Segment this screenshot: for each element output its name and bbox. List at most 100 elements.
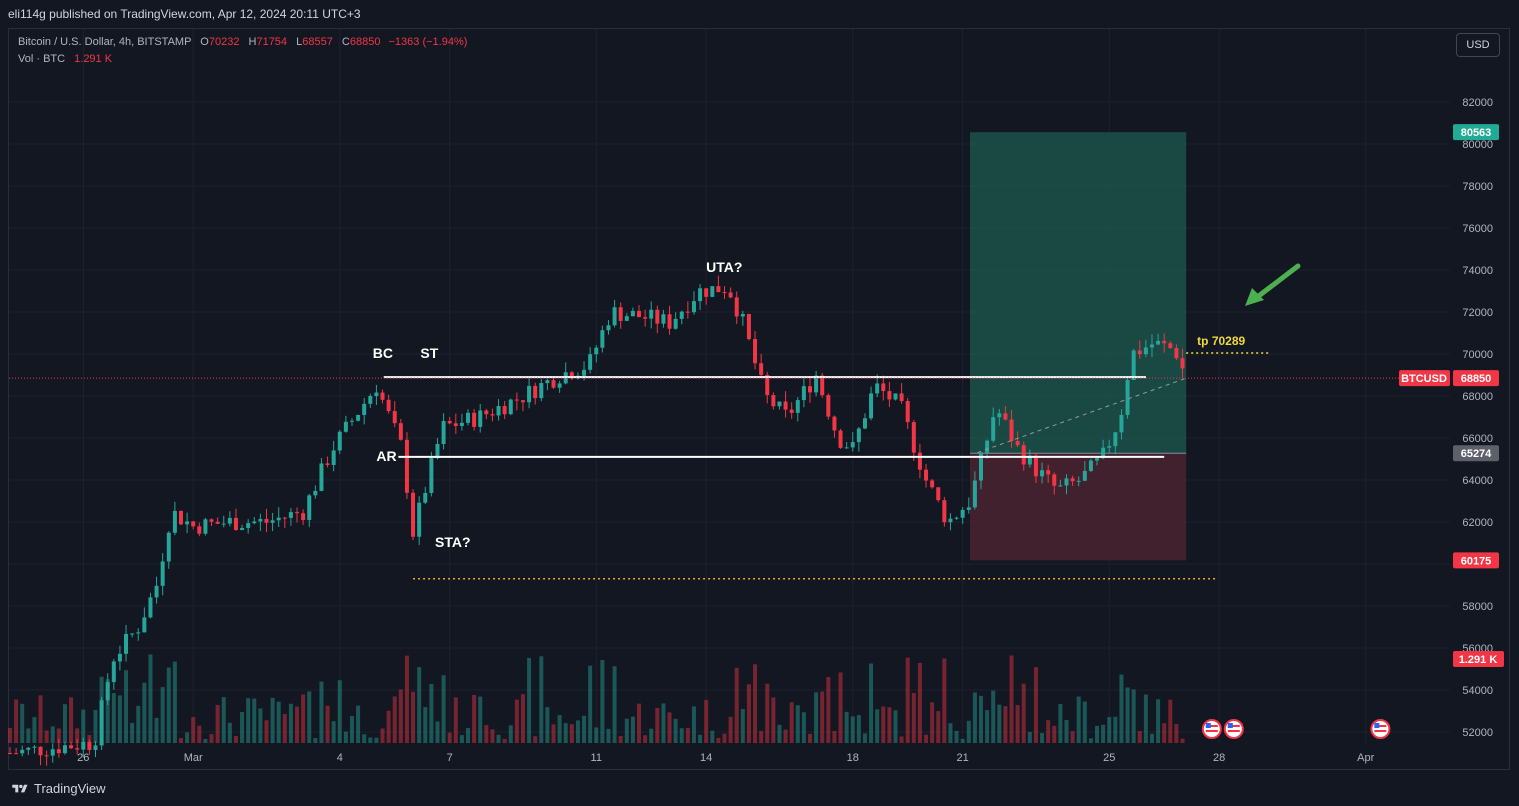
volume-bar: [215, 704, 220, 743]
tradingview-brand[interactable]: TradingView: [12, 781, 106, 796]
volume-bar: [685, 727, 690, 743]
flag-canton: [1205, 723, 1211, 728]
candle-body: [1070, 478, 1075, 482]
candle-body: [856, 428, 861, 443]
candle-body: [227, 517, 232, 524]
price-label-text: 80563: [1461, 127, 1492, 139]
volume-bar: [1101, 724, 1106, 743]
volume-bar: [911, 692, 916, 743]
volume-bar: [356, 705, 361, 743]
price-label-box: [1453, 552, 1499, 569]
candle-body: [1119, 414, 1124, 433]
candle-body: [606, 325, 611, 331]
candle-body: [178, 510, 183, 525]
level-lines: tp 70289: [9, 334, 1450, 580]
candle-body: [429, 458, 434, 493]
chart-frame[interactable]: [8, 28, 1510, 770]
candle-body: [1162, 340, 1167, 344]
candle-body: [1095, 458, 1100, 461]
candle-body: [1015, 441, 1020, 446]
volume-bar: [618, 735, 623, 743]
publish-header: eli114g published on TradingView.com, Ap…: [0, 0, 1519, 28]
volume-bar: [44, 730, 49, 743]
candle-body: [1003, 413, 1008, 420]
candle-body: [459, 422, 464, 426]
volume-bar: [881, 706, 886, 743]
currency-button[interactable]: USD: [1456, 33, 1500, 57]
volume-bar: [704, 699, 709, 743]
volume-bar: [392, 696, 397, 743]
candle-body: [777, 401, 782, 407]
volume-bar: [563, 723, 568, 743]
high-label: H: [248, 36, 257, 48]
candle-body: [930, 480, 935, 488]
volume-bar: [746, 684, 751, 743]
candle-body: [130, 633, 135, 635]
candle-body: [637, 310, 642, 318]
candle-body: [527, 385, 532, 403]
volume-bar: [466, 728, 471, 743]
candle-body: [618, 307, 623, 321]
candle-body: [1076, 480, 1081, 482]
volume-bar: [197, 725, 202, 743]
volume-bar: [594, 727, 599, 743]
candle-body: [386, 399, 391, 412]
x-tick-label: Apr: [1357, 752, 1374, 764]
price-label-box: [1453, 370, 1499, 387]
volume-bar: [716, 737, 721, 743]
price-label-box: [1453, 124, 1499, 141]
candle-body: [514, 399, 519, 401]
candle-body: [978, 452, 983, 481]
candle-body: [93, 745, 98, 750]
candle-body: [1021, 445, 1026, 465]
volume-bar: [105, 679, 110, 743]
volume-bar: [661, 703, 666, 743]
candle-body: [62, 745, 67, 754]
flag-stripe: [1227, 725, 1240, 727]
open-label: O: [200, 36, 209, 48]
candle-body: [612, 307, 617, 326]
volume-bar: [368, 737, 373, 743]
volume-bar: [832, 731, 837, 743]
x-tick-label: 11: [591, 752, 602, 764]
event-icons: [1201, 719, 1391, 739]
price-labels: 80563 68850 BTCUSD 65274 60175 1.291 K: [1399, 124, 1504, 667]
candle-body: [233, 517, 238, 530]
arrow-head-icon: [1245, 288, 1264, 306]
volume-bar: [966, 720, 971, 743]
x-tick-label: 14: [700, 752, 712, 764]
candle-body: [722, 292, 727, 294]
volume-bar: [56, 728, 61, 743]
candle-body: [380, 392, 385, 400]
x-tick-label: 26: [77, 752, 89, 764]
candle-body: [557, 383, 562, 388]
volume-bar: [203, 738, 208, 743]
arrow-icon: [1253, 263, 1301, 301]
volume-bar: [288, 703, 293, 743]
candle-body: [368, 396, 373, 404]
volume-bar: [1040, 732, 1045, 743]
volume-bar: [301, 694, 306, 743]
volume-bar: [459, 735, 464, 743]
volume-bar: [1168, 699, 1173, 743]
volume-bar: [667, 712, 672, 743]
candle-body: [991, 417, 996, 441]
candle-body: [820, 375, 825, 396]
volume-bar: [117, 695, 122, 743]
volume-bar: [655, 707, 660, 743]
volume-bar: [411, 691, 416, 743]
trend-line: [977, 377, 1187, 454]
candle-body: [1064, 478, 1069, 486]
candle-body: [288, 512, 293, 518]
volume-bar: [1180, 738, 1185, 743]
candle-body: [392, 411, 397, 424]
candles: [8, 275, 1185, 766]
candle-body: [313, 490, 318, 496]
close-label: C: [341, 36, 350, 48]
volume-bar: [1082, 701, 1087, 743]
candle-body: [1143, 347, 1148, 355]
volume-bar: [1070, 731, 1075, 743]
candle-body: [99, 700, 104, 746]
candle-body: [1058, 485, 1063, 487]
